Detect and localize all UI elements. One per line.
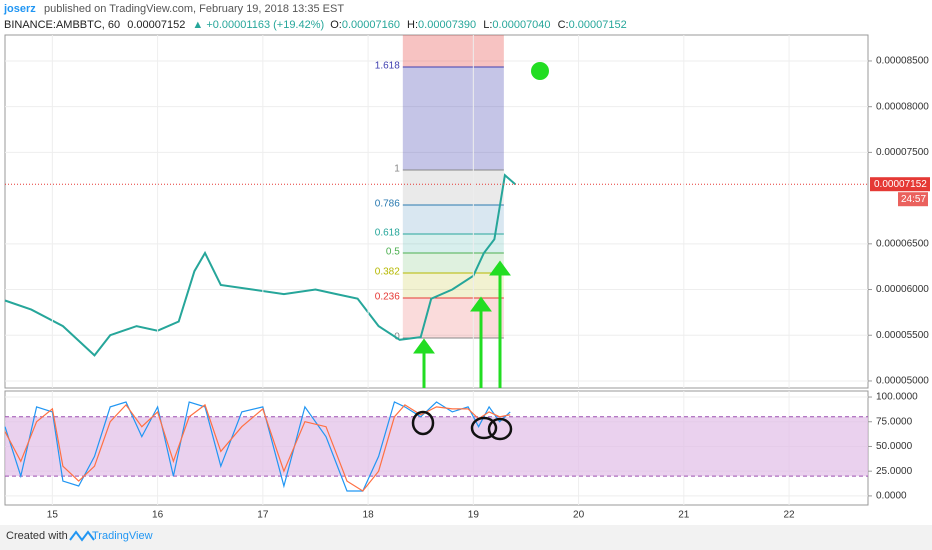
- h-value: 0.00007390: [418, 19, 476, 31]
- x-tick-label: 22: [784, 510, 796, 521]
- circle: [470, 416, 498, 440]
- plot-layer: 0.00005000 0.00005500 0.00006000 0.00006500…: [4, 35, 930, 521]
- fib-zone: [402, 233, 504, 253]
- c-label: C:: [558, 19, 569, 31]
- fib-label: 1.618: [375, 61, 400, 72]
- x-tick-label: 15: [47, 510, 59, 521]
- x-tick-label: 21: [678, 510, 690, 521]
- fib-zone: [402, 252, 504, 273]
- l-label: L:: [483, 19, 492, 31]
- line: [4, 403, 511, 492]
- y-tick-label: 0.00007500: [876, 147, 929, 158]
- main-pane: [4, 34, 869, 389]
- fib-zone: [402, 204, 504, 234]
- y-tick-label: 0.0000: [876, 491, 907, 502]
- fib-zone: [402, 35, 504, 67]
- c-value: 0.00007152: [569, 19, 627, 31]
- x-tick-label: 17: [257, 510, 269, 521]
- y-tick-label: 0.00006500: [876, 238, 929, 249]
- fib-zone: [402, 272, 504, 298]
- y-tick-label: 75.0000: [876, 416, 913, 427]
- countdown-box: [898, 192, 928, 207]
- l-value: 0.00007040: [492, 19, 550, 31]
- green-dot: [531, 62, 549, 80]
- x-tick-label: 20: [573, 510, 585, 521]
- last-price-label: 0.00007152: [874, 179, 927, 190]
- y-tick-label: 0.00008500: [876, 56, 929, 67]
- x-tick-label: 16: [152, 510, 164, 521]
- change: ▲ +0.00001163 (+19.42%): [192, 19, 324, 31]
- o-value: 0.00007160: [342, 19, 400, 31]
- circles: [411, 410, 513, 441]
- arrow-head: [470, 296, 492, 312]
- arrow-head: [489, 260, 511, 276]
- y-tick-label: 0.00008000: [876, 101, 929, 112]
- footer-brand[interactable]: TradingView: [92, 530, 153, 542]
- y-tick-label: 100.0000: [876, 392, 918, 403]
- author[interactable]: joserz: [3, 3, 36, 15]
- fib-label: 0.236: [375, 292, 400, 303]
- fib-label: 1: [394, 164, 400, 175]
- y-tick-label: 25.0000: [876, 466, 913, 477]
- y-tick-label: 0.00005000: [876, 376, 929, 387]
- fib-label: 0.786: [375, 199, 400, 210]
- circle: [487, 417, 513, 441]
- countdown: 24:57: [901, 194, 926, 205]
- fib-zone: [402, 297, 504, 338]
- y-tick-label: 0.00005500: [876, 330, 929, 341]
- fib-label: 0.5: [386, 247, 400, 258]
- fib-zone: [402, 169, 504, 205]
- line: [4, 173, 517, 357]
- fib-zone: [402, 66, 504, 170]
- band: [5, 416, 868, 477]
- symbol-line: BINANCE:AMBBTC, 60 0.00007152 ▲ +0.00001…: [4, 19, 627, 31]
- symbol: BINANCE:AMBBTC, 60: [4, 19, 120, 31]
- price: 0.00007152: [127, 19, 185, 31]
- footer-bar: [0, 525, 932, 550]
- y-tick-label: 0.00006000: [876, 284, 929, 295]
- o-label: O:: [330, 19, 342, 31]
- y-tick-label: 50.0000: [876, 441, 913, 452]
- arrow-head: [413, 338, 435, 354]
- x-tick-label: 18: [363, 510, 375, 521]
- fib-label: 0.382: [375, 267, 400, 278]
- fib-label: 0.618: [375, 228, 400, 239]
- logo: [69, 530, 95, 542]
- last-price-box: [870, 177, 930, 192]
- h-label: H:: [407, 19, 418, 31]
- x-tick-label: 19: [468, 510, 480, 521]
- footer-created: Created with: [6, 530, 68, 542]
- annotations: [413, 62, 549, 388]
- circle: [411, 410, 435, 436]
- published: published on TradingView.com, February 1…: [44, 3, 344, 15]
